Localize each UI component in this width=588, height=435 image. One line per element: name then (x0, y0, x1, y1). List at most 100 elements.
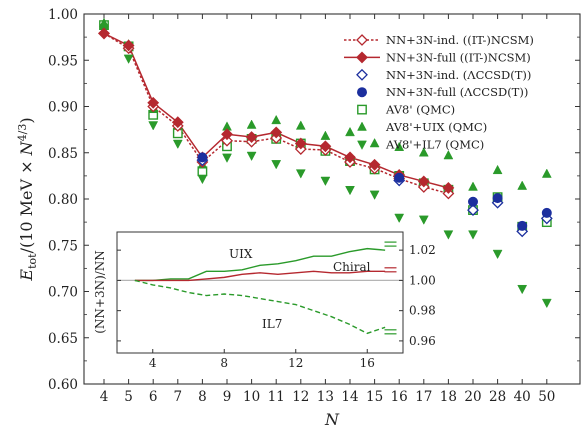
x-tick-label: 14 (341, 389, 358, 405)
data-point-5 (246, 119, 257, 129)
data-point-6 (295, 169, 306, 179)
data-point-5 (320, 130, 331, 140)
y-tick-label: 0.80 (48, 192, 78, 208)
y-tick-label: 1.00 (48, 7, 78, 23)
data-point-3 (517, 220, 528, 231)
data-point-1 (319, 140, 332, 153)
x-tick-label: 28 (489, 389, 506, 405)
data-point-6 (394, 213, 405, 224)
y-axis-label: Etot/(10 MeV × N4/3) (16, 117, 39, 281)
y-tick-label: 0.90 (48, 100, 78, 116)
y-tick-label: 0.75 (48, 238, 78, 254)
y-tick-label: 0.95 (48, 53, 78, 69)
inset-chart: 4 8 12 16 1.02 1.00 0.98 0.96 UIX Chiral IL7 (NN+… (93, 231, 436, 370)
legend-label: AV8'+IL7 (QMC) (385, 137, 484, 151)
inset-x-tick-label: 16 (360, 356, 375, 370)
data-point-1 (368, 158, 381, 171)
inset-x-tick-label: 4 (149, 356, 157, 370)
data-point-5 (418, 147, 429, 157)
inset-y-tick-label: 0.98 (409, 304, 436, 318)
x-tick-label: 8 (198, 389, 207, 405)
legend-label: NN+3N-ind. ((IT-)NCSM) (386, 33, 534, 47)
data-point-6 (123, 54, 134, 64)
legend-marker (357, 104, 367, 115)
x-tick-label: 20 (464, 389, 481, 405)
x-tick-label: 6 (149, 389, 158, 405)
x-tick-label: 7 (174, 389, 183, 405)
data-point-6 (271, 160, 282, 170)
data-point-3 (492, 193, 503, 204)
x-tick-label: 9 (223, 389, 232, 405)
y-tick-label: 0.65 (48, 331, 78, 347)
x-tick-label: 40 (514, 389, 531, 405)
inset-y-tick-label: 0.96 (409, 334, 436, 348)
x-tick-label: 11 (268, 389, 285, 405)
inset-y-tick-label: 1.00 (409, 273, 436, 287)
legend-marker (357, 121, 367, 131)
legend-marker (357, 87, 367, 98)
data-point-6 (492, 249, 503, 260)
data-point-6 (320, 176, 331, 187)
data-point-5 (468, 181, 478, 191)
x-tick-label: 12 (292, 389, 309, 405)
data-point-1 (442, 181, 455, 194)
x-tick-label: 16 (391, 389, 408, 405)
data-point-5 (443, 149, 454, 160)
data-point-6 (148, 121, 159, 131)
data-point-5 (295, 120, 306, 130)
data-point-3 (541, 207, 552, 218)
data-point-6 (345, 186, 355, 196)
inset-frame (116, 231, 404, 354)
legend-label: NN+3N-ind. (ΛCCSD(T)) (386, 68, 531, 82)
x-tick-label: 13 (317, 389, 334, 405)
inset-series-label: UIX (229, 247, 253, 261)
data-point-5 (271, 114, 282, 125)
legend-label: NN+3N-full (ΛCCSD(T)) (386, 85, 528, 99)
data-point-5 (394, 141, 405, 151)
y-tick-label: 0.70 (48, 285, 78, 301)
data-point-1 (270, 126, 283, 139)
legend-marker (356, 68, 368, 81)
data-point-6 (369, 190, 380, 200)
y-tick-label: 0.60 (48, 377, 78, 393)
inset-series-line-2 (134, 279, 386, 335)
data-point-5 (492, 164, 503, 175)
data-point-1 (294, 137, 307, 150)
inset-x-tick-label: 8 (220, 356, 228, 370)
data-point-6 (443, 230, 454, 240)
legend-marker (357, 140, 367, 150)
data-point-1 (147, 96, 160, 109)
x-tick-label: 4 (100, 389, 109, 405)
legend: NN+3N-ind. ((IT-)NCSM) NN+3N-full ((IT-)N… (344, 33, 534, 151)
data-point-6 (517, 284, 528, 295)
legend-marker (356, 34, 368, 46)
x-tick-label: 18 (440, 389, 457, 405)
x-tick-label: 15 (366, 389, 383, 405)
legend-label: AV8'+UIX (QMC) (385, 120, 487, 134)
data-point-3 (197, 152, 208, 163)
data-point-6 (468, 230, 478, 240)
data-point-1 (221, 128, 233, 141)
inset-series-line-1 (134, 270, 386, 282)
data-point-6 (418, 215, 429, 225)
legend-label: NN+3N-full ((IT-)NCSM) (386, 50, 531, 64)
inset-series-label: IL7 (262, 317, 282, 331)
data-point-1 (122, 39, 135, 52)
x-tick-label: 17 (415, 389, 432, 405)
data-point-5 (99, 17, 109, 27)
data-point-1 (417, 175, 430, 188)
data-point-0 (221, 134, 233, 147)
x-tick-label: 10 (243, 389, 260, 405)
inset-x-tick-label: 12 (288, 356, 303, 370)
data-point-3 (394, 172, 405, 183)
inset-y-tick-label: 1.02 (409, 243, 436, 257)
data-point-6 (246, 151, 257, 162)
inset-y-axis-label: (NN+3N)/NN (93, 250, 107, 334)
x-axis-label: N (324, 410, 340, 429)
x-tick-label: 5 (124, 389, 133, 405)
inset-series-label: Chiral (333, 260, 371, 274)
data-point-1 (98, 27, 110, 40)
data-point-3 (468, 196, 478, 207)
data-point-1 (344, 151, 356, 164)
